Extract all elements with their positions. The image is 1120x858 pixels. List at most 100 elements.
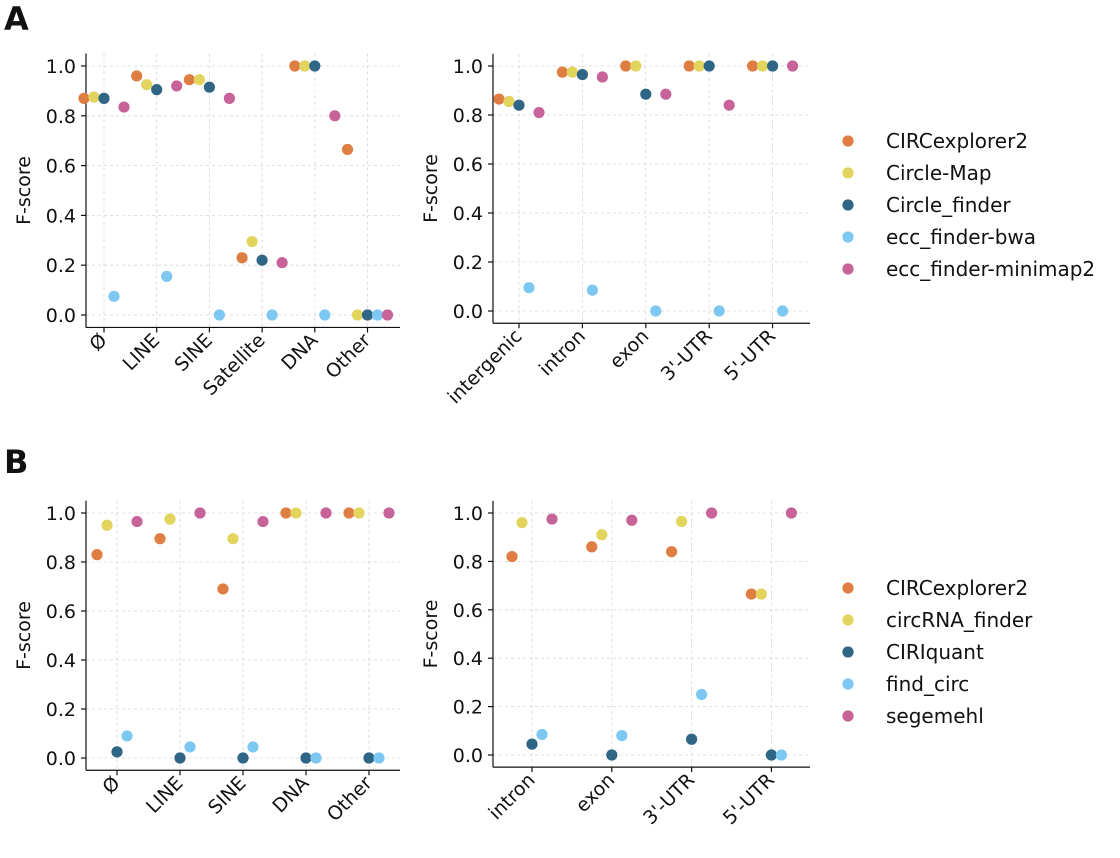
data-point <box>676 515 688 528</box>
legend-marker <box>842 646 854 658</box>
legend-label: CIRCexplorer2 <box>886 129 1028 153</box>
data-point <box>371 309 384 321</box>
data-point <box>650 305 662 317</box>
data-point <box>493 93 505 105</box>
data-point <box>516 517 528 529</box>
data-point <box>193 74 205 86</box>
data-point <box>596 529 608 541</box>
legend-label: ecc_finder-minimap2 <box>886 257 1095 281</box>
legend-marker <box>842 710 854 722</box>
data-point <box>785 507 798 519</box>
x-tick-label: Other <box>323 772 377 826</box>
data-point <box>217 583 229 595</box>
x-tick-label: Ø <box>98 772 124 798</box>
legend-label: CIRIquant <box>886 640 984 664</box>
legend-marker <box>842 135 854 147</box>
data-point <box>154 533 166 545</box>
y-tick-label: 0.6 <box>46 156 76 178</box>
data-point <box>247 741 259 753</box>
y-tick-label: 0.6 <box>453 154 483 176</box>
x-tick-label: LINE <box>142 772 188 818</box>
y-tick-label: 0.4 <box>46 650 76 672</box>
series-circexplorer2 <box>493 60 759 105</box>
data-point <box>237 752 249 764</box>
x-tick-label: exon <box>571 769 619 817</box>
y-axis-label: F-score <box>13 156 35 225</box>
data-point <box>626 514 638 526</box>
x-tick-label: intron <box>484 769 539 824</box>
panel-label-a: A <box>4 0 29 38</box>
data-point <box>566 66 579 78</box>
data-point <box>503 95 515 108</box>
data-point <box>526 738 538 750</box>
y-axis-label: F-score <box>420 600 442 669</box>
legend-label: Circle-Map <box>886 161 992 185</box>
y-axis-label: F-score <box>420 154 442 223</box>
data-point <box>343 507 355 519</box>
data-point <box>765 749 778 761</box>
series-circrna-finder <box>516 515 768 600</box>
data-point <box>309 60 321 72</box>
series-segemehl <box>546 507 798 526</box>
data-point <box>184 741 196 753</box>
series-circexplorer2 <box>91 507 355 595</box>
series-circrna-finder <box>101 507 365 545</box>
legend-b: CIRCexplorer2 circRNA_finder CIRIquant find… <box>842 576 1033 728</box>
data-point <box>121 730 133 742</box>
data-point <box>703 60 715 72</box>
series-ciriquant <box>111 746 375 764</box>
data-point <box>523 282 535 294</box>
y-tick-label: 0.6 <box>453 600 483 622</box>
y-tick-label: 0.6 <box>46 601 76 623</box>
data-point <box>596 71 609 83</box>
y-axis-label: F-score <box>13 601 35 670</box>
data-point <box>630 60 642 72</box>
data-point <box>289 60 301 72</box>
data-point <box>660 88 672 100</box>
chart-a2: 0.0 0.2 0.4 0.6 0.8 1.0 intergenic intron exon 3'… <box>420 53 810 408</box>
y-tick-label: 0.2 <box>46 255 76 277</box>
x-tick-label: SINE <box>170 329 217 376</box>
legend-label: ecc_finder-bwa <box>886 225 1036 249</box>
data-point <box>256 254 268 266</box>
data-point <box>556 66 569 78</box>
data-point <box>164 513 176 525</box>
y-tick-label: 0.0 <box>46 748 76 770</box>
data-point <box>361 309 374 321</box>
data-point <box>174 752 186 764</box>
y-tick-label: 1.0 <box>453 503 483 525</box>
y-tick-label: 0.8 <box>453 551 483 573</box>
data-point <box>101 519 113 531</box>
y-tick-label: 0.8 <box>46 552 76 574</box>
x-tick-label: 3'-UTR <box>639 769 699 829</box>
data-point <box>747 60 759 72</box>
data-point <box>546 513 558 525</box>
y-tick-label: 0.2 <box>453 252 483 274</box>
y-tick-label: 1.0 <box>46 503 76 525</box>
data-point <box>227 533 239 545</box>
data-point <box>713 305 725 317</box>
data-point <box>506 550 518 563</box>
data-point <box>353 507 365 519</box>
series-ecc-finder-bwa <box>523 282 789 317</box>
data-point <box>299 60 311 72</box>
series-circle-map <box>88 60 364 321</box>
legend-marker <box>842 678 854 690</box>
legend-marker <box>842 231 854 243</box>
legend-label: Circle_finder <box>886 193 1011 217</box>
y-tick-label: 1.0 <box>453 56 483 78</box>
x-tick-label: intergenic <box>443 325 526 408</box>
data-point <box>118 101 130 113</box>
data-point <box>576 68 589 81</box>
data-point <box>723 99 735 111</box>
data-point <box>351 309 364 321</box>
y-tick-label: 0.4 <box>453 648 483 670</box>
series-circexplorer2 <box>506 541 758 600</box>
data-point <box>131 515 143 528</box>
data-point <box>88 91 100 103</box>
series-segemehl <box>131 507 395 528</box>
data-point <box>755 588 768 600</box>
data-point <box>341 143 354 156</box>
data-point <box>363 752 375 764</box>
